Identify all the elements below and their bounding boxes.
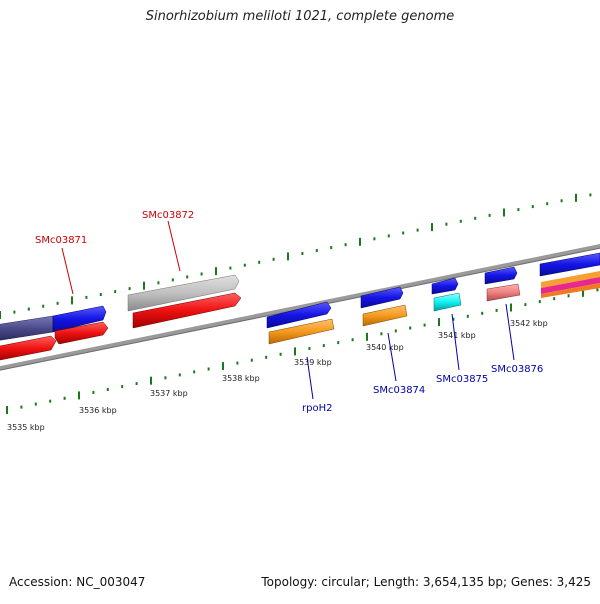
gene-reverse-red-smc03872[interactable] — [132, 292, 242, 329]
gene-label-rpoH2[interactable]: rpoH2 — [302, 403, 332, 414]
tick-label: 3539 kbp — [294, 358, 332, 367]
gene-forward-blue[interactable] — [360, 286, 404, 309]
gene-label-smc03872[interactable]: SMc03872 — [142, 210, 194, 221]
gene-reverse-orange-smc03874[interactable] — [362, 304, 408, 327]
gene-forward-blue[interactable] — [484, 266, 518, 285]
gene-reverse-orange-rpoH2[interactable] — [268, 318, 335, 345]
gene-label-smc03871[interactable]: SMc03871 — [35, 235, 87, 246]
gene-forward-blue[interactable] — [539, 252, 600, 277]
tick-label: 3536 kbp — [79, 406, 117, 415]
accession-text: Accession: NC_003047 — [9, 575, 146, 589]
genome-title: Sinorhizobium meliloti 1021, complete ge… — [145, 9, 455, 24]
tick-label: 3535 kbp — [7, 423, 45, 432]
gene-forward-blue[interactable] — [52, 305, 107, 333]
gene-forward-blue[interactable] — [431, 277, 459, 295]
gene-reverse-red[interactable] — [0, 335, 57, 361]
gene-reverse-magenta[interactable] — [541, 277, 600, 294]
tick-label: 3538 kbp — [222, 374, 260, 383]
tick-label: 3537 kbp — [150, 389, 188, 398]
tick-label: 3541 kbp — [438, 331, 476, 340]
label-leader-line — [451, 313, 460, 371]
label-leader-line — [306, 356, 314, 400]
gene-reverse-orange[interactable] — [541, 271, 600, 288]
gene-forward-blue[interactable] — [266, 301, 332, 329]
topology-text: Topology: circular; Length: 3,654,135 bp… — [261, 575, 591, 589]
label-leader-line — [61, 247, 74, 295]
label-leader-line — [167, 220, 181, 272]
forward-tick-row — [0, 193, 592, 319]
tick-label: 3542 kbp — [510, 319, 548, 328]
gene-reverse-orange[interactable] — [541, 283, 600, 298]
gene-label-smc03874[interactable]: SMc03874 — [373, 385, 425, 396]
gene-forward-grey-smc03872[interactable] — [127, 274, 240, 312]
reverse-tick-row — [6, 288, 599, 414]
gene-label-smc03876[interactable]: SMc03876 — [491, 364, 543, 375]
gene-reverse-cyan-smc03875[interactable] — [433, 292, 462, 312]
label-leader-line — [505, 303, 515, 361]
gene-reverse-pink-smc03876[interactable] — [486, 283, 521, 302]
gene-reverse-red[interactable] — [54, 321, 109, 345]
tick-label: 3540 kbp — [366, 343, 404, 352]
label-leader-line — [387, 332, 397, 382]
gene-label-smc03875[interactable]: SMc03875 — [436, 374, 488, 385]
genome-backbone — [0, 244, 600, 371]
